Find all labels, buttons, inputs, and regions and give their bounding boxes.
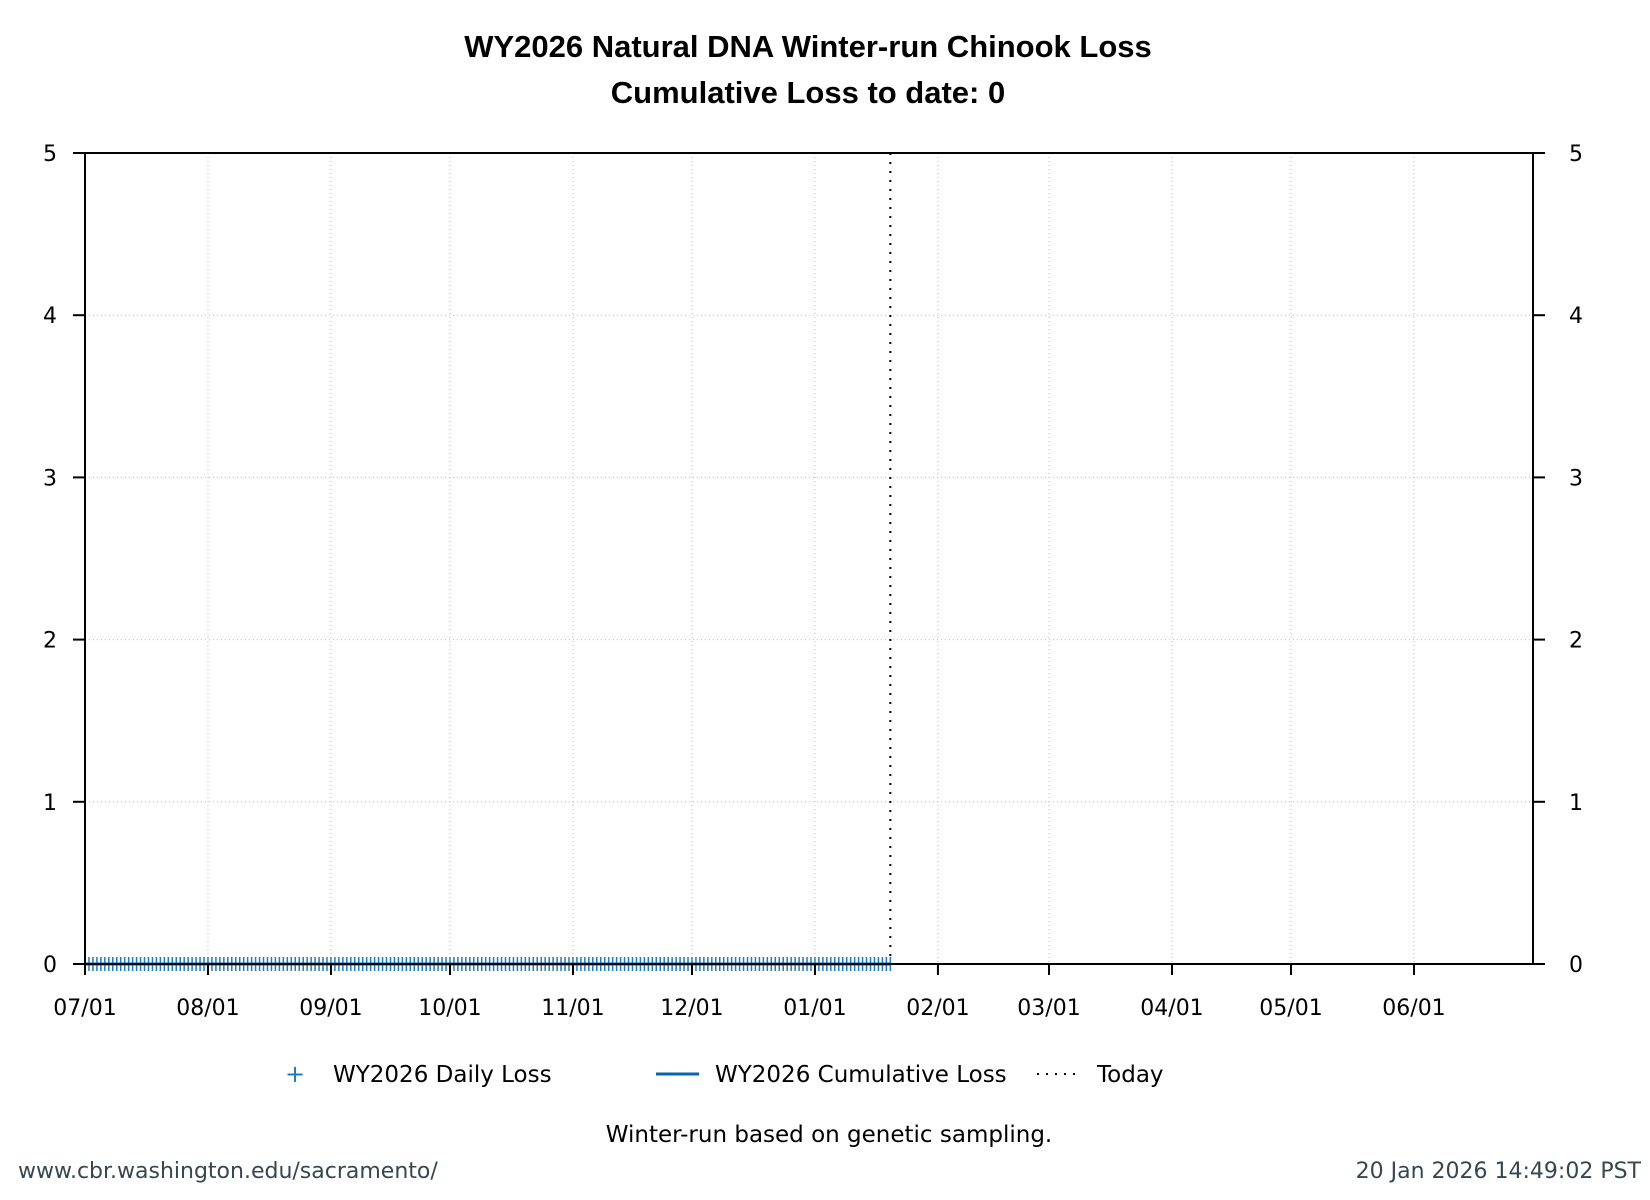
y-tick-label-right: 1 xyxy=(1569,791,1583,816)
y-tick-label-right: 2 xyxy=(1569,629,1583,654)
y-tick-label-left: 1 xyxy=(43,791,57,816)
grid xyxy=(85,153,1533,964)
x-tick-label: 07/01 xyxy=(53,996,116,1021)
x-tick-label: 05/01 xyxy=(1259,996,1322,1021)
chart-subtitle: Cumulative Loss to date: 0 xyxy=(611,75,1005,110)
y-tick-label-left: 2 xyxy=(43,629,57,654)
x-tick-label: 01/01 xyxy=(783,996,846,1021)
footer-timestamp: 20 Jan 2026 14:49:02 PST xyxy=(1356,1159,1642,1184)
x-tick-label: 12/01 xyxy=(660,996,723,1021)
legend-today-label: Today xyxy=(1096,1062,1164,1088)
x-tick-label: 03/01 xyxy=(1017,996,1080,1021)
y-tick-label-left: 0 xyxy=(43,953,57,978)
y-tick-label-left: 4 xyxy=(43,304,57,329)
x-tick-label: 06/01 xyxy=(1382,996,1445,1021)
x-tick-label: 02/01 xyxy=(906,996,969,1021)
footnote: Winter-run based on genetic sampling. xyxy=(606,1122,1052,1148)
legend-cumulative-label: WY2026 Cumulative Loss xyxy=(715,1062,1007,1088)
data-marks xyxy=(81,153,894,971)
y-tick-label-right: 3 xyxy=(1569,466,1583,491)
x-tick-label: 09/01 xyxy=(299,996,362,1021)
legend-daily-label: WY2026 Daily Loss xyxy=(333,1062,552,1088)
x-tick-label: 08/01 xyxy=(176,996,239,1021)
y-tick-label-right: 4 xyxy=(1569,304,1583,329)
axes: 0 0 1 1 2 2 3 3 4 4 5 5 07/01 08/01 09/01 10/01 11/01 12/… xyxy=(43,142,1583,1021)
x-tick-label: 10/01 xyxy=(418,996,481,1021)
y-tick-label-right: 0 xyxy=(1569,953,1583,978)
x-tick-label: 04/01 xyxy=(1140,996,1203,1021)
legend: + WY2026 Daily Loss WY2026 Cumulative Lo… xyxy=(285,1060,1164,1088)
footer-url[interactable]: www.cbr.washington.edu/sacramento/ xyxy=(18,1159,438,1184)
y-tick-label-right: 5 xyxy=(1569,142,1583,167)
chart-title: WY2026 Natural DNA Winter-run Chinook Lo… xyxy=(464,29,1152,64)
plot-frame xyxy=(84,152,1534,965)
legend-daily-marker-icon: + xyxy=(285,1060,305,1088)
y-tick-label-left: 5 xyxy=(43,142,57,167)
y-tick-label-left: 3 xyxy=(43,466,57,491)
x-tick-label: 11/01 xyxy=(541,996,604,1021)
